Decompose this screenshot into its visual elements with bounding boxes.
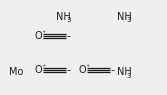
Text: O: O bbox=[78, 65, 86, 75]
Text: NH: NH bbox=[56, 12, 71, 22]
Text: ⁺: ⁺ bbox=[41, 63, 46, 72]
Text: 3: 3 bbox=[66, 17, 70, 23]
Text: ⁺: ⁺ bbox=[41, 29, 46, 38]
Text: Mo: Mo bbox=[9, 67, 24, 77]
Text: ⁺: ⁺ bbox=[86, 63, 90, 72]
Text: 3: 3 bbox=[127, 72, 131, 79]
Text: -: - bbox=[66, 31, 70, 41]
Text: O: O bbox=[34, 65, 42, 75]
Text: 3: 3 bbox=[127, 17, 131, 23]
Text: -: - bbox=[66, 65, 70, 75]
Text: -: - bbox=[111, 65, 115, 75]
Text: O: O bbox=[34, 31, 42, 41]
Text: NH: NH bbox=[117, 67, 132, 77]
Text: NH: NH bbox=[117, 12, 132, 22]
